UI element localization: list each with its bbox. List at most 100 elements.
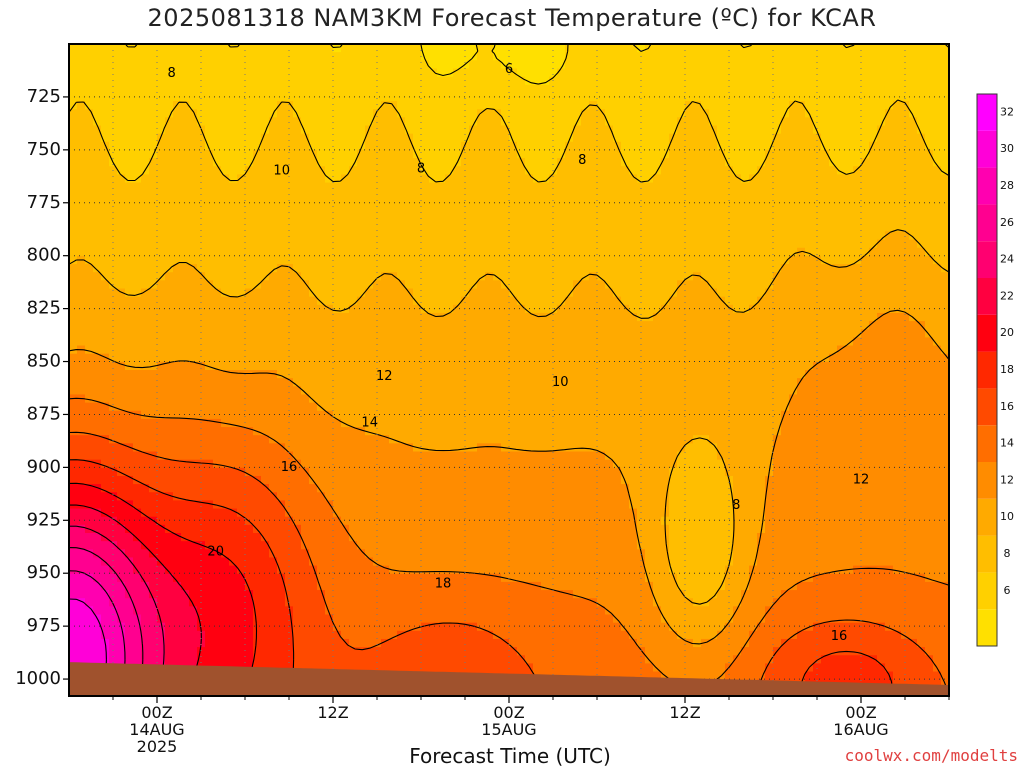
temperature-cell	[469, 280, 478, 290]
temperature-cell	[509, 76, 518, 86]
temperature-cell	[389, 541, 398, 550]
temperature-cell	[253, 606, 262, 616]
temperature-cell	[541, 182, 550, 192]
temperature-cell	[389, 459, 398, 469]
temperature-cell	[157, 174, 166, 184]
temperature-cell	[421, 223, 430, 233]
temperature-cell	[229, 500, 238, 510]
temperature-cell	[381, 361, 390, 371]
temperature-cell	[221, 598, 230, 607]
temperature-cell	[277, 402, 286, 412]
temperature-cell	[165, 207, 174, 216]
temperature-cell	[469, 565, 478, 575]
temperature-cell	[333, 84, 342, 94]
temperature-cell	[349, 435, 358, 444]
temperature-cell	[205, 647, 214, 656]
temperature-cell	[237, 549, 246, 559]
temperature-cell	[269, 60, 278, 70]
temperature-cell	[453, 198, 462, 208]
temperature-cell	[317, 549, 326, 559]
temperature-cell	[301, 337, 310, 347]
temperature-cell	[93, 549, 102, 559]
temperature-cell	[469, 76, 478, 86]
temperature-cell	[125, 451, 134, 461]
temperature-cell	[69, 630, 78, 640]
temperature-cell	[541, 492, 550, 501]
temperature-cell	[205, 394, 214, 404]
temperature-cell	[309, 345, 318, 355]
temperature-cell	[493, 410, 502, 420]
temperature-cell	[445, 614, 454, 624]
temperature-cell	[333, 638, 342, 648]
temperature-cell	[501, 630, 510, 640]
temperature-cell	[469, 467, 478, 477]
temperature-cell	[389, 84, 398, 94]
temperature-cell	[325, 394, 334, 404]
temperature-cell	[421, 52, 430, 61]
temperature-cell	[365, 149, 374, 159]
temperature-cell	[77, 386, 86, 396]
temperature-cell	[93, 500, 102, 510]
temperature-cell	[517, 638, 526, 648]
temperature-cell	[501, 418, 510, 428]
temperature-cell	[525, 638, 534, 648]
temperature-cell	[437, 149, 446, 159]
temperature-cell	[421, 280, 430, 290]
temperature-cell	[373, 312, 382, 322]
temperature-cell	[117, 60, 126, 70]
temperature-cell	[165, 443, 174, 453]
temperature-cell	[413, 141, 422, 151]
temperature-cell	[261, 174, 270, 184]
temperature-cell	[541, 190, 550, 200]
temperature-cell	[221, 288, 230, 298]
temperature-cell	[533, 264, 542, 273]
temperature-cell	[453, 44, 462, 53]
temperature-cell	[517, 329, 526, 338]
temperature-cell	[517, 598, 526, 607]
temperature-cell	[109, 614, 118, 624]
temperature-cell	[341, 68, 350, 78]
temperature-cell	[317, 565, 326, 575]
temperature-cell	[245, 402, 254, 412]
temperature-cell	[69, 475, 78, 485]
temperature-cell	[213, 557, 222, 567]
temperature-cell	[109, 557, 118, 567]
temperature-cell	[117, 312, 126, 322]
temperature-cell	[381, 312, 390, 322]
temperature-cell	[429, 557, 438, 567]
temperature-cell	[509, 638, 518, 648]
temperature-cell	[269, 614, 278, 624]
temperature-cell	[293, 84, 302, 94]
temperature-cell	[429, 418, 438, 428]
temperature-cell	[189, 92, 198, 102]
temperature-cell	[117, 166, 126, 175]
temperature-cell	[533, 435, 542, 444]
temperature-cell	[349, 215, 358, 224]
temperature-cell	[549, 272, 558, 281]
temperature-cell	[237, 101, 246, 110]
temperature-cell	[549, 296, 558, 306]
temperature-cell	[181, 581, 190, 591]
temperature-cell	[165, 304, 174, 314]
temperature-cell	[453, 76, 462, 86]
temperature-cell	[453, 541, 462, 550]
temperature-cell	[333, 500, 342, 510]
temperature-cell	[213, 288, 222, 298]
temperature-cell	[181, 296, 190, 306]
temperature-cell	[181, 541, 190, 550]
temperature-cell	[469, 247, 478, 257]
temperature-cell	[157, 288, 166, 298]
temperature-cell	[373, 174, 382, 184]
temperature-cell	[309, 484, 318, 493]
temperature-cell	[77, 541, 86, 550]
temperature-cell	[181, 655, 190, 664]
temperature-cell	[85, 207, 94, 216]
temperature-cell	[517, 353, 526, 363]
temperature-cell	[381, 174, 390, 184]
temperature-cell	[349, 484, 358, 493]
temperature-cell	[221, 321, 230, 330]
temperature-cell	[557, 598, 566, 607]
temperature-cell	[77, 492, 86, 501]
temperature-cell	[397, 44, 406, 53]
temperature-cell	[77, 524, 86, 534]
